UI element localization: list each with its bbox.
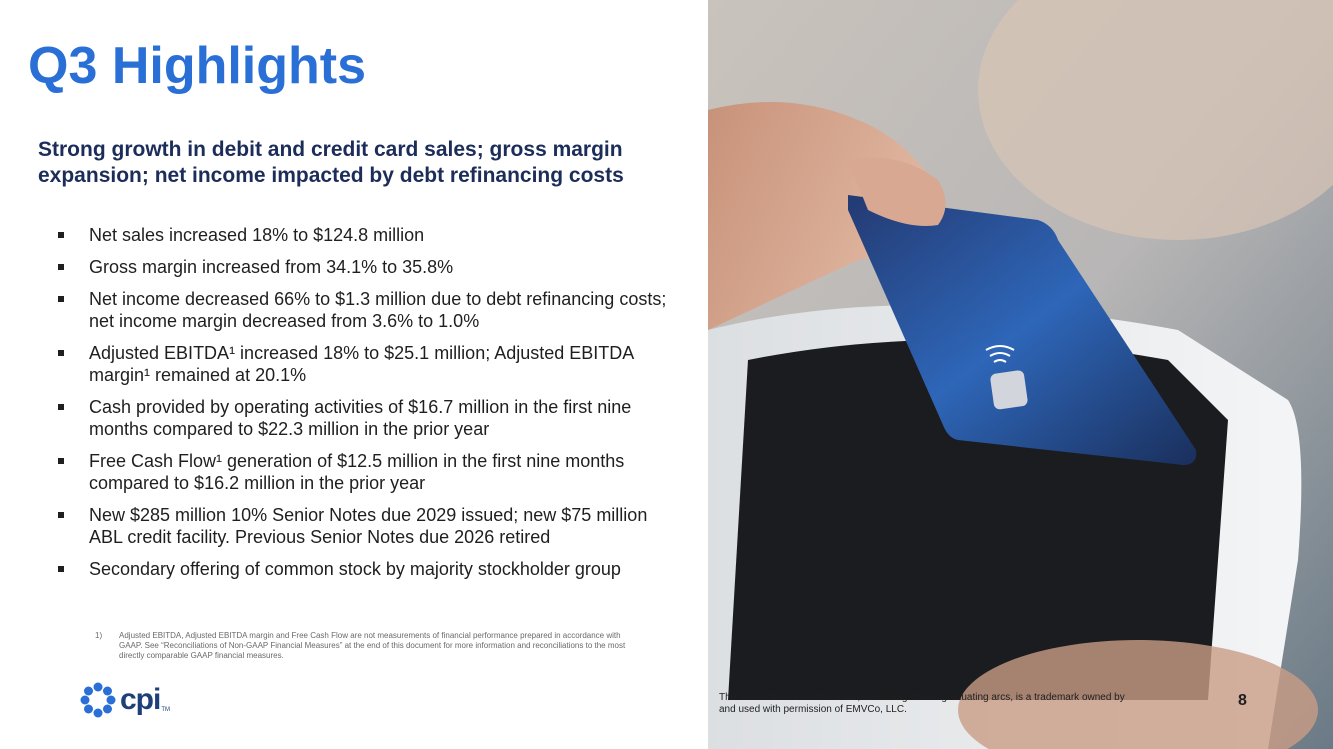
bullet-icon xyxy=(58,512,64,518)
list-item-text: New $285 million 10% Senior Notes due 20… xyxy=(89,505,648,547)
company-logo: cpi TM xyxy=(80,681,170,719)
logo-wordmark: cpi xyxy=(120,683,161,716)
contactless-payment-photo xyxy=(708,0,1333,749)
page-number: 8 xyxy=(1238,692,1247,709)
footnote-number: 1) xyxy=(95,631,103,640)
footnote: 1) Adjusted EBITDA, Adjusted EBITDA marg… xyxy=(95,631,640,661)
list-item: Secondary offering of common stock by ma… xyxy=(58,558,678,580)
footnote-text: Adjusted EBITDA, Adjusted EBITDA margin … xyxy=(119,631,626,660)
list-item-text: Secondary offering of common stock by ma… xyxy=(89,559,621,579)
list-item-text: Gross margin increased from 34.1% to 35.… xyxy=(89,257,454,277)
list-item: New $285 million 10% Senior Notes due 20… xyxy=(58,504,678,548)
bullet-icon xyxy=(58,404,64,410)
trademark-note: The Contactless Indicator mark, consisti… xyxy=(719,692,1125,715)
list-item-text: Cash provided by operating activities of… xyxy=(89,397,632,439)
slide-subtitle: Strong growth in debit and credit card s… xyxy=(38,138,624,187)
bullet-icon xyxy=(58,232,64,238)
bullet-icon xyxy=(58,264,64,270)
list-item: Net income decreased 66% to $1.3 million… xyxy=(58,288,678,332)
bullet-icon xyxy=(58,350,64,356)
list-item: Adjusted EBITDA¹ increased 18% to $25.1 … xyxy=(58,342,678,386)
list-item-text: Net income decreased 66% to $1.3 million… xyxy=(89,289,667,331)
bullet-icon xyxy=(58,566,64,572)
bullet-icon xyxy=(58,296,64,302)
list-item: Net sales increased 18% to $124.8 millio… xyxy=(58,224,678,246)
list-item: Cash provided by operating activities of… xyxy=(58,396,678,440)
cpi-logo-icon xyxy=(80,682,116,718)
list-item: Gross margin increased from 34.1% to 35.… xyxy=(58,256,678,278)
list-item-text: Free Cash Flow¹ generation of $12.5 mill… xyxy=(89,451,625,493)
list-item-text: Adjusted EBITDA¹ increased 18% to $25.1 … xyxy=(89,343,634,385)
card-tap-image xyxy=(708,0,1333,749)
list-item: Free Cash Flow¹ generation of $12.5 mill… xyxy=(58,450,678,494)
bullet-icon xyxy=(58,458,64,464)
highlights-list: Net sales increased 18% to $124.8 millio… xyxy=(58,224,678,590)
slide-title: Q3 Highlights xyxy=(28,37,366,95)
list-item-text: Net sales increased 18% to $124.8 millio… xyxy=(89,225,425,245)
logo-trademark: TM xyxy=(161,707,171,713)
